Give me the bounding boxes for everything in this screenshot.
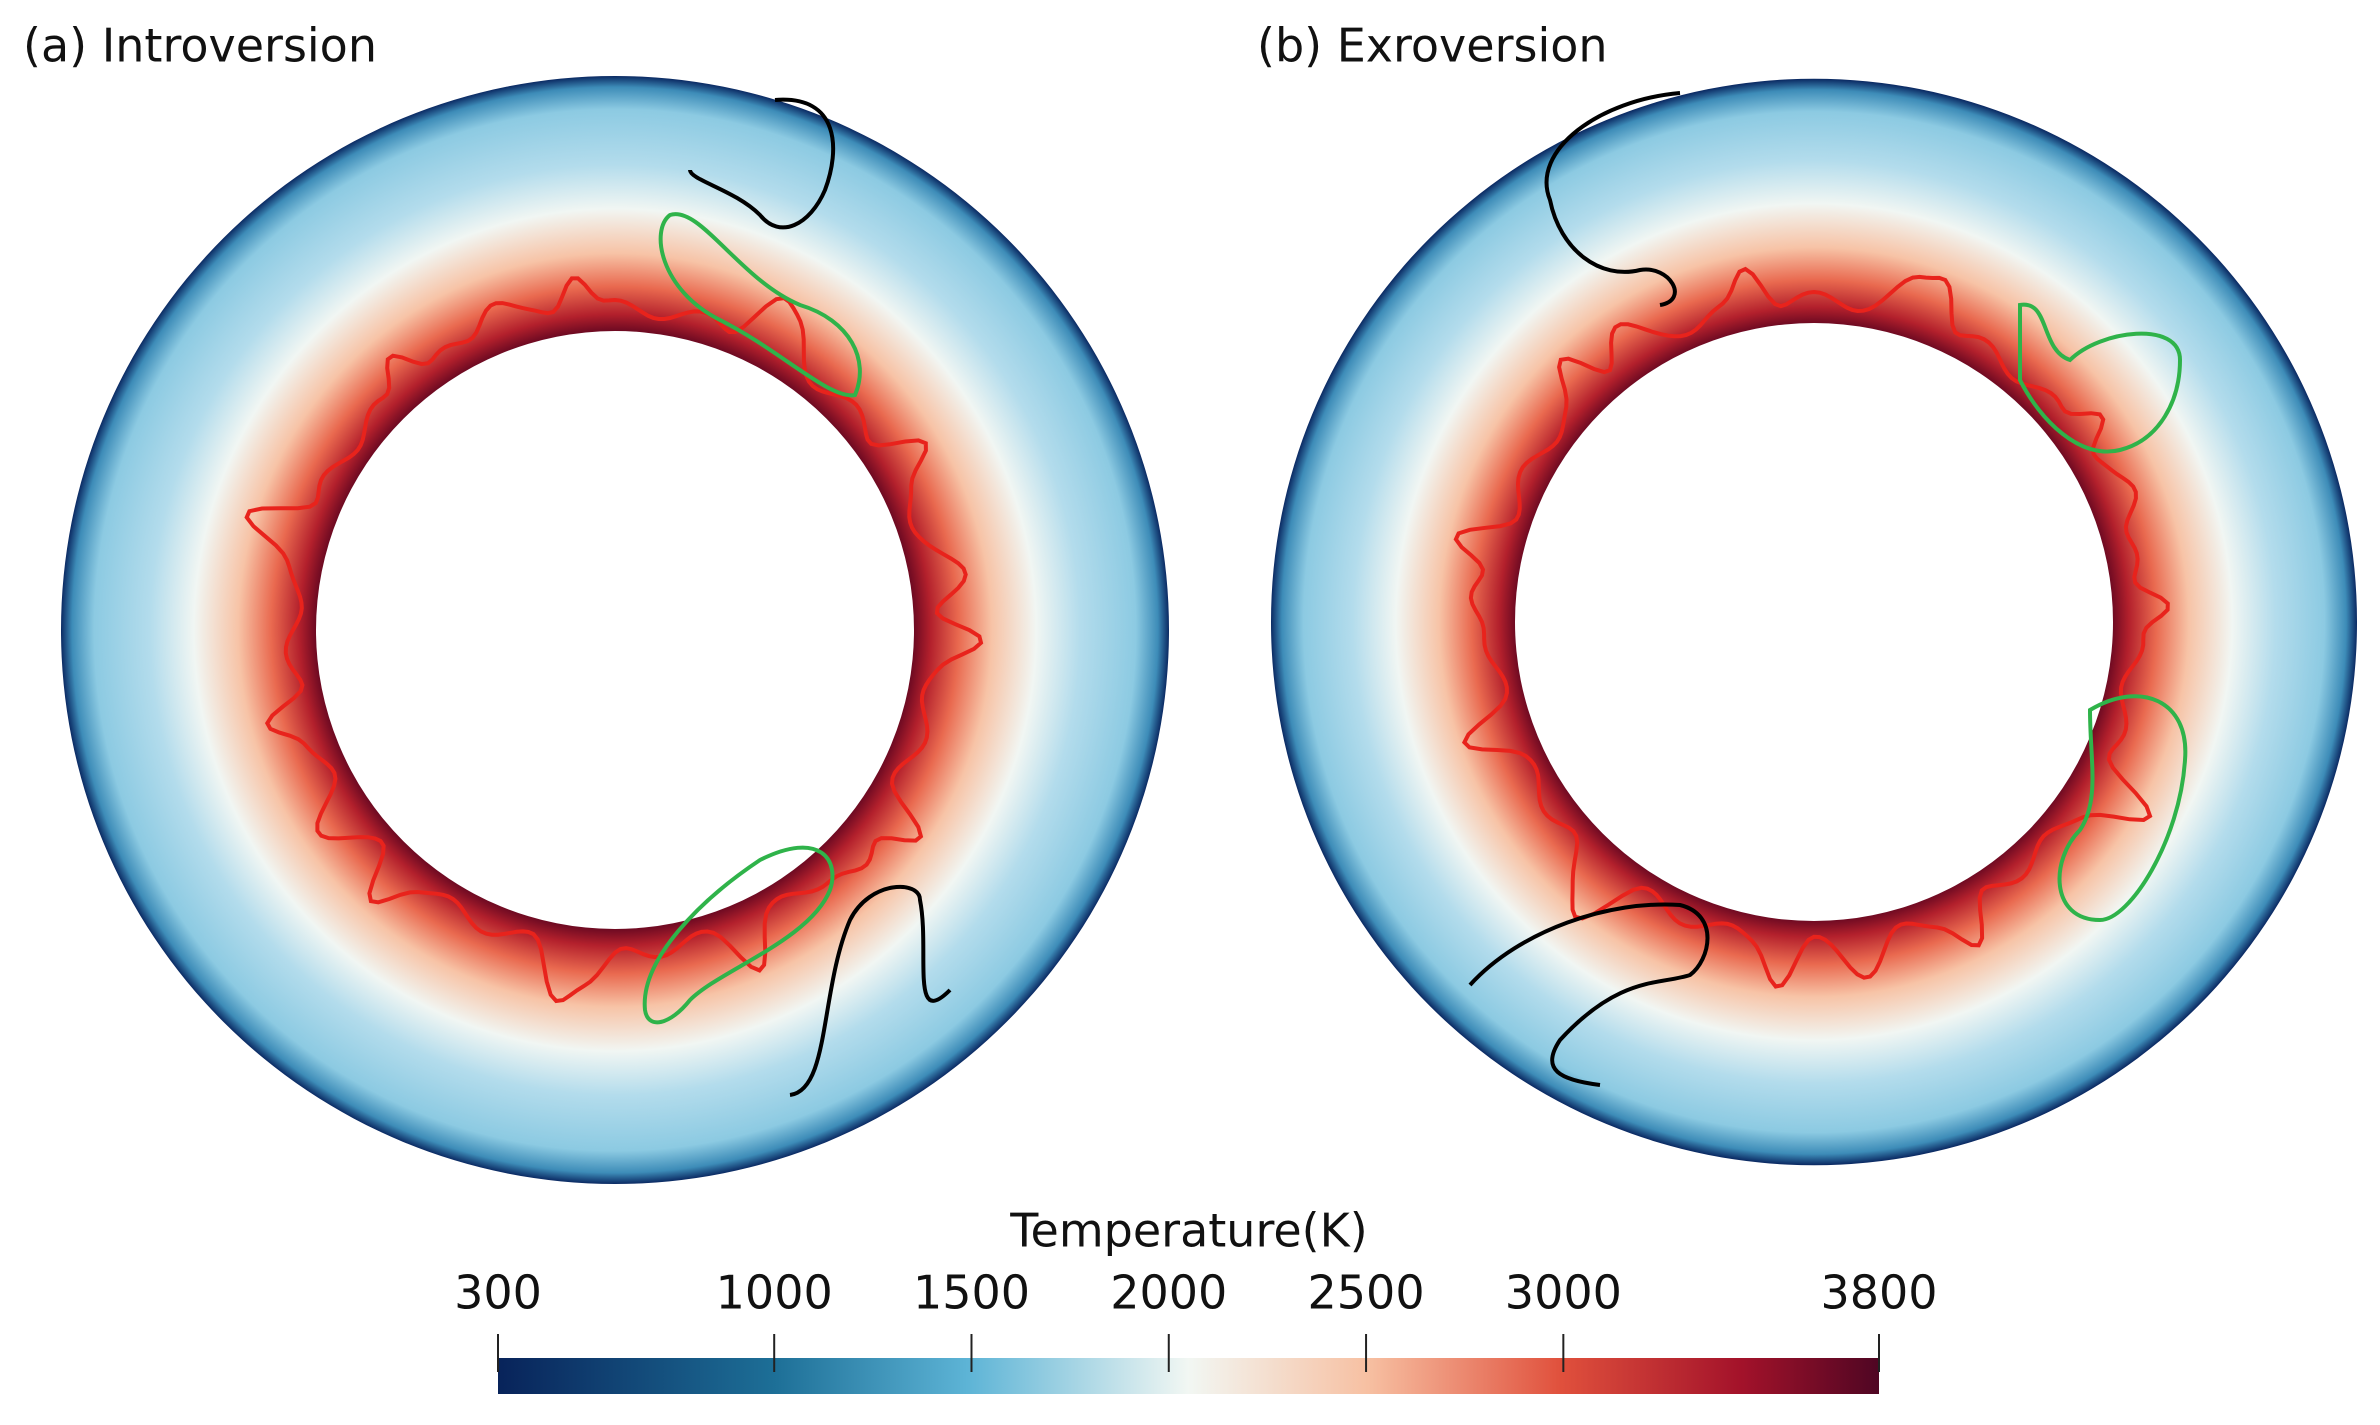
- cold-slab: [658, 212, 862, 398]
- cold-slab: [1468, 902, 1710, 1087]
- hot-plume-contour: [1453, 266, 2170, 989]
- colorbar: [498, 1358, 1879, 1394]
- tick-label: 300: [454, 1266, 542, 1320]
- cold-slab: [1544, 91, 1681, 307]
- cold-slab: [789, 885, 952, 1097]
- tick-label: 3000: [1505, 1266, 1622, 1320]
- hot-plume-contour: [244, 276, 984, 1004]
- contours: [244, 266, 2170, 1004]
- cold-slab: [2057, 694, 2188, 923]
- panel-label: (b) Exroversion: [1257, 19, 1608, 73]
- tick-label: 1500: [913, 1266, 1030, 1320]
- colorbar-ticks: 300 1000 1500 2000 2500 3000 3800: [454, 1266, 1938, 1372]
- annulus: [61, 76, 1169, 1184]
- tick-label: 2500: [1308, 1266, 1425, 1320]
- annulus: [1270, 78, 2357, 1166]
- cold-slab: [2018, 302, 2183, 454]
- colorbar-title: Temperature(K): [1009, 1204, 1367, 1258]
- cold-slab: [688, 97, 836, 230]
- cold-slab: [642, 845, 835, 1025]
- tick-label: 1000: [716, 1266, 833, 1320]
- panel-label: (a) Introversion: [23, 19, 377, 73]
- tick-label: 3800: [1820, 1266, 1937, 1320]
- tick-label: 2000: [1110, 1266, 1227, 1320]
